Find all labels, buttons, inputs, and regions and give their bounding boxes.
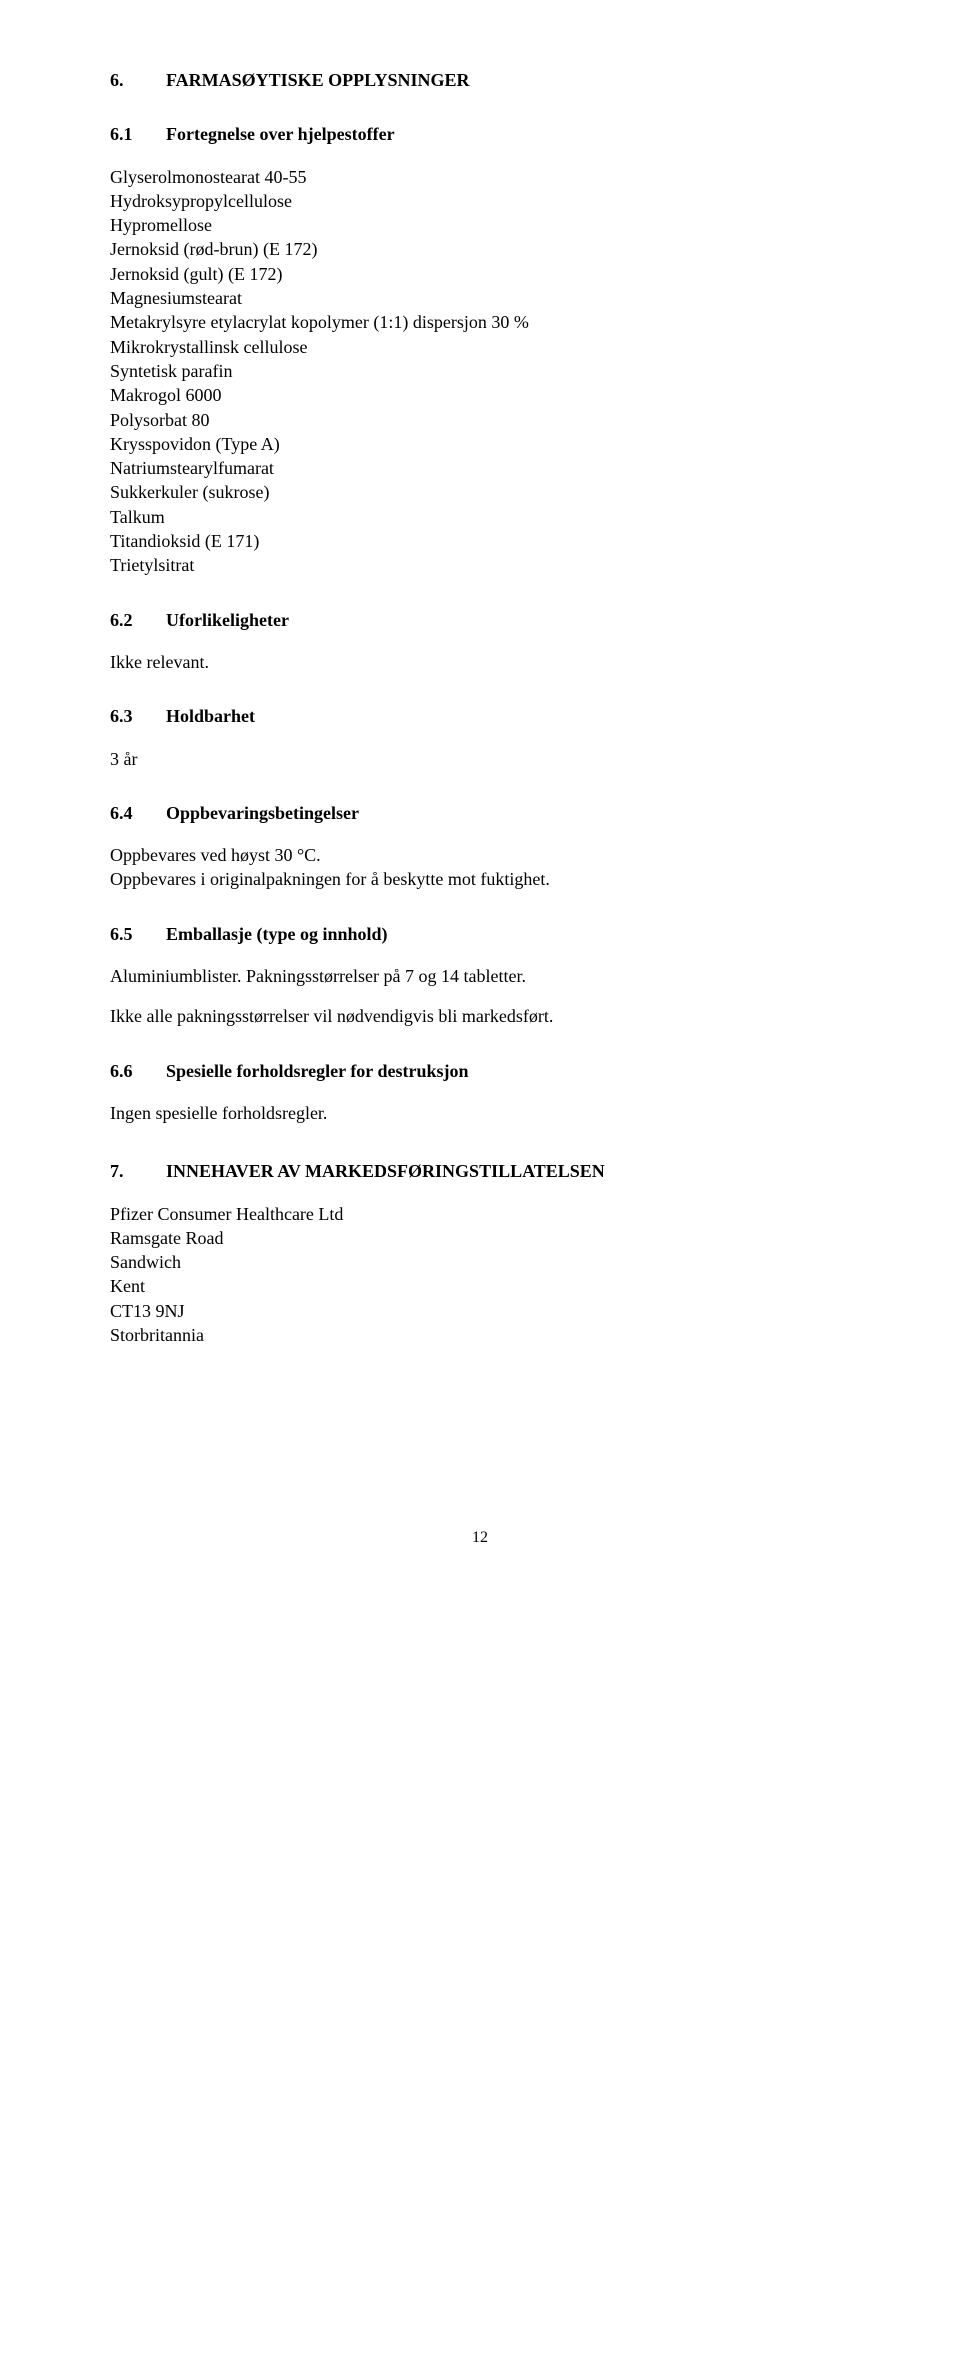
- section-6-title: FARMASØYTISKE OPPLYSNINGER: [166, 70, 470, 90]
- section-6-4-body-line1: Oppbevares ved høyst 30 °C.: [110, 845, 321, 865]
- section-6-3-title: Holdbarhet: [166, 706, 255, 726]
- list-item: Magnesiumstearat: [110, 286, 850, 310]
- list-item: Titandioksid (E 171): [110, 529, 850, 553]
- page-number: 12: [110, 1527, 850, 1549]
- section-6-6-heading: 6.6Spesielle forholdsregler for destruks…: [110, 1059, 850, 1083]
- page: 6.FARMASØYTISKE OPPLYSNINGER 6.1Fortegne…: [0, 0, 960, 1599]
- section-6-1-num: 6.1: [110, 122, 166, 146]
- list-item: Krysspovidon (Type A): [110, 432, 850, 456]
- list-item: Hypromellose: [110, 213, 850, 237]
- list-item: Natriumstearylfumarat: [110, 456, 850, 480]
- section-6-5-body1: Aluminiumblister. Pakningsstørrelser på …: [110, 964, 850, 988]
- section-6-6-body: Ingen spesielle forholdsregler.: [110, 1101, 850, 1125]
- marketing-auth-holder: Pfizer Consumer Healthcare Ltd Ramsgate …: [110, 1202, 850, 1348]
- list-item: Metakrylsyre etylacrylat kopolymer (1:1)…: [110, 310, 850, 334]
- section-6-6-num: 6.6: [110, 1059, 166, 1083]
- excipients-list: Glyserolmonostearat 40-55 Hydroksypropyl…: [110, 165, 850, 578]
- section-7-num: 7.: [110, 1159, 166, 1183]
- list-item: Sandwich: [110, 1250, 850, 1274]
- list-item: Ramsgate Road: [110, 1226, 850, 1250]
- section-6-5-num: 6.5: [110, 922, 166, 946]
- list-item: Makrogol 6000: [110, 383, 850, 407]
- section-6-2-heading: 6.2Uforlikeligheter: [110, 608, 850, 632]
- section-6-3-num: 6.3: [110, 704, 166, 728]
- section-7-heading: 7.INNEHAVER AV MARKEDSFØRINGSTILLATELSEN: [110, 1159, 850, 1183]
- list-item: Sukkerkuler (sukrose): [110, 480, 850, 504]
- section-6-5-body2: Ikke alle pakningsstørrelser vil nødvend…: [110, 1004, 850, 1028]
- list-item: Jernoksid (rød-brun) (E 172): [110, 237, 850, 261]
- list-item: Pfizer Consumer Healthcare Ltd: [110, 1202, 850, 1226]
- list-item: CT13 9NJ: [110, 1299, 850, 1323]
- section-6-5-heading: 6.5Emballasje (type og innhold): [110, 922, 850, 946]
- list-item: Kent: [110, 1274, 850, 1298]
- section-6-6-title: Spesielle forholdsregler for destruksjon: [166, 1061, 469, 1081]
- section-6-heading: 6.FARMASØYTISKE OPPLYSNINGER: [110, 68, 850, 92]
- list-item: Mikrokrystallinsk cellulose: [110, 335, 850, 359]
- list-item: Hydroksypropylcellulose: [110, 189, 850, 213]
- section-6-4-body-line2: Oppbevares i originalpakningen for å bes…: [110, 869, 550, 889]
- section-6-4-body: Oppbevares ved høyst 30 °C. Oppbevares i…: [110, 843, 850, 892]
- list-item: Glyserolmonostearat 40-55: [110, 165, 850, 189]
- section-6-4-heading: 6.4Oppbevaringsbetingelser: [110, 801, 850, 825]
- section-6-2-title: Uforlikeligheter: [166, 610, 289, 630]
- section-6-2-num: 6.2: [110, 608, 166, 632]
- list-item: Trietylsitrat: [110, 553, 850, 577]
- list-item: Talkum: [110, 505, 850, 529]
- section-6-1-heading: 6.1Fortegnelse over hjelpestoffer: [110, 122, 850, 146]
- list-item: Polysorbat 80: [110, 408, 850, 432]
- section-6-2-body: Ikke relevant.: [110, 650, 850, 674]
- section-7-title: INNEHAVER AV MARKEDSFØRINGSTILLATELSEN: [166, 1161, 605, 1181]
- section-6-4-num: 6.4: [110, 801, 166, 825]
- section-6-num: 6.: [110, 68, 166, 92]
- list-item: Syntetisk parafin: [110, 359, 850, 383]
- section-6-4-title: Oppbevaringsbetingelser: [166, 803, 359, 823]
- section-6-1-title: Fortegnelse over hjelpestoffer: [166, 124, 395, 144]
- section-6-3-body: 3 år: [110, 747, 850, 771]
- section-6-5-title: Emballasje (type og innhold): [166, 924, 388, 944]
- section-6-3-heading: 6.3Holdbarhet: [110, 704, 850, 728]
- list-item: Jernoksid (gult) (E 172): [110, 262, 850, 286]
- list-item: Storbritannia: [110, 1323, 850, 1347]
